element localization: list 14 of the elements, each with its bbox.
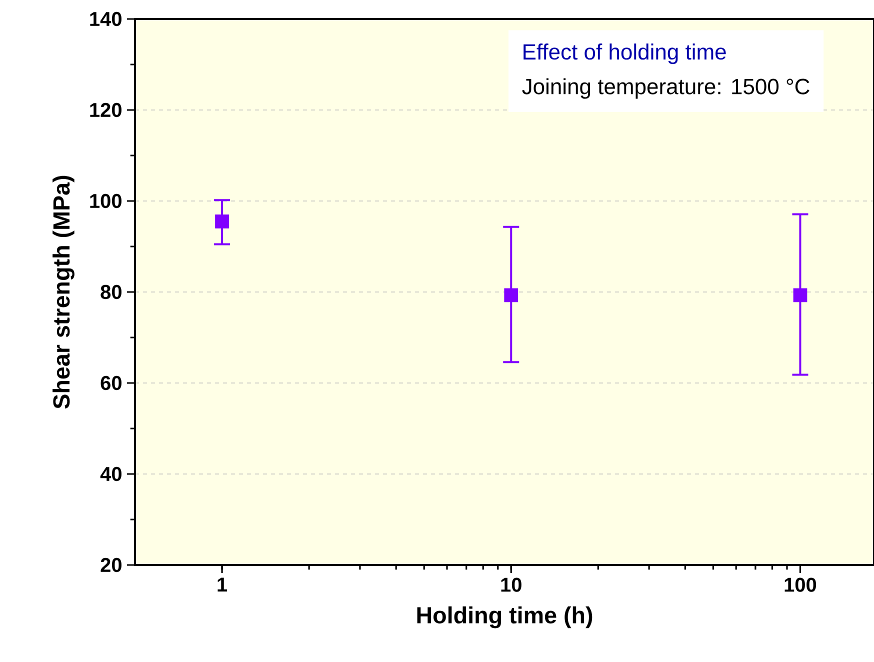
- x-tick-label: 100: [784, 578, 816, 592]
- y-tick-label: 60: [100, 376, 122, 390]
- y-tick-label: 100: [90, 194, 122, 208]
- y-tick-label: 120: [90, 102, 122, 118]
- x-tick-label: 10: [501, 578, 522, 592]
- annotation: Joining temperature: 1500 °C: [522, 78, 810, 99]
- x-axis-title: Holding time (h): [417, 606, 592, 628]
- y-tick-label: 80: [100, 284, 122, 300]
- y-tick-label: 40: [100, 466, 122, 482]
- x-tick-label: 1: [218, 578, 228, 592]
- y-tick-label: 140: [90, 12, 122, 26]
- y-axis-title: Shear strength (MPa): [52, 176, 74, 409]
- annotation: Effect of holding time: [524, 44, 726, 64]
- y-tick-label: 20: [100, 558, 122, 572]
